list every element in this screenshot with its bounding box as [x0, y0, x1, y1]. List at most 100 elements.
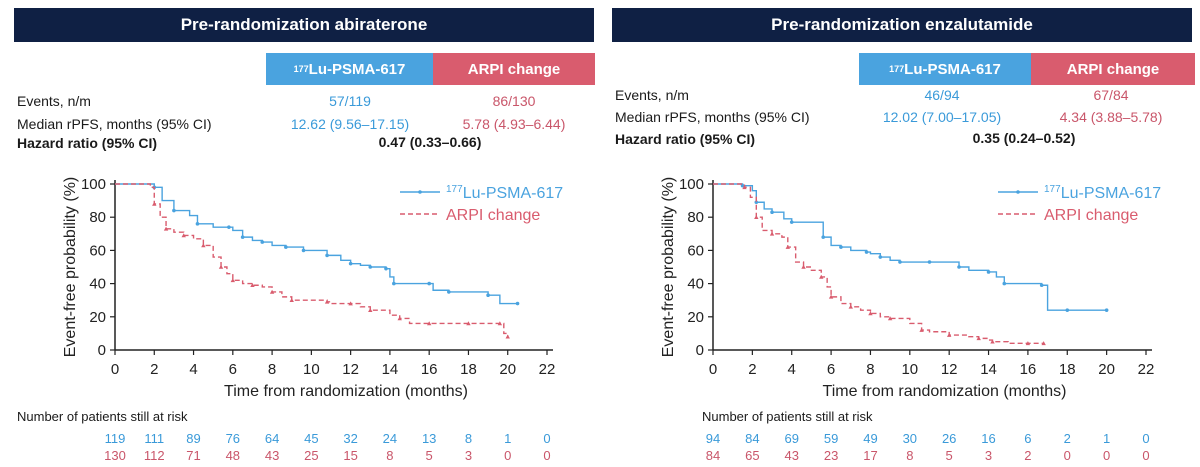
x-tick-label: 18 — [460, 361, 477, 378]
censor-mark-lu — [770, 210, 774, 215]
risk-cell: 94 — [705, 431, 721, 446]
events-label: Events, n/m — [17, 93, 91, 109]
y-tick-label: 60 — [89, 242, 106, 259]
lu-median: 12.62 (9.56–17.15) — [290, 116, 410, 132]
censor-mark-arpi — [368, 307, 373, 312]
risk-cell: 30 — [902, 431, 918, 446]
censor-mark-lu — [325, 253, 329, 258]
lu-name: Lu-PSMA-617 — [308, 60, 406, 78]
risk-cell: 13 — [421, 431, 437, 446]
risk-cell: 16 — [981, 431, 996, 446]
x-tick-label: 18 — [1059, 361, 1076, 378]
x-tick-label: 12 — [342, 361, 359, 378]
censor-mark-arpi — [181, 233, 186, 238]
risk-row-arpi: 130 112 71 48 43 25 15 8 5 3 0 0 — [8, 448, 598, 464]
censor-mark-lu — [864, 250, 869, 254]
risk-cell: 0 — [1142, 448, 1150, 463]
x-tick-label: 22 — [539, 361, 556, 378]
censor-mark-arpi — [754, 215, 759, 219]
risk-cell: 3 — [984, 448, 993, 463]
censor-mark-lu — [284, 245, 288, 249]
censor-mark-lu — [172, 208, 176, 213]
x-tick-label: 14 — [980, 361, 997, 378]
risk-cell: 111 — [144, 431, 165, 446]
arm-label-lu: 177 Lu-PSMA-617 — [266, 53, 433, 85]
risk-cell: 8 — [464, 431, 473, 446]
censor-mark-lu — [515, 301, 520, 306]
censor-mark-lu — [898, 260, 902, 264]
x-tick-label: 20 — [1098, 361, 1115, 378]
risk-cell: 1 — [1103, 431, 1111, 446]
risk-cell: 3 — [464, 448, 473, 463]
panel-title: Pre-randomization enzalutamide — [612, 8, 1192, 42]
risk-cell: 8 — [906, 448, 914, 463]
x-tick-label: 0 — [709, 361, 717, 378]
risk-cell: 0 — [1063, 448, 1071, 463]
risk-cell: 43 — [264, 448, 280, 463]
y-axis-label: Event-free probability (%) — [660, 177, 677, 358]
censor-mark-lu — [486, 293, 490, 298]
censor-mark-arpi — [397, 316, 402, 321]
censor-mark-arpi — [269, 289, 275, 294]
risk-cell: 45 — [304, 431, 319, 446]
y-tick-label: 100 — [679, 176, 704, 193]
censor-mark-lu — [1104, 308, 1109, 312]
risk-row-arpi: 84 65 43 23 17 8 5 3 2 0 0 0 — [606, 448, 1196, 464]
y-tick-label: 0 — [696, 342, 704, 359]
risk-title: Number of patients still at risk — [702, 409, 873, 424]
legend-marker-lu — [1016, 190, 1020, 194]
risk-cell: 32 — [343, 431, 358, 446]
y-tick-label: 80 — [687, 209, 704, 226]
censor-mark-lu — [240, 235, 245, 239]
arpi-median: 5.78 (4.93–6.44) — [462, 116, 566, 132]
censor-mark-arpi — [163, 226, 169, 231]
risk-cell: 0 — [543, 448, 551, 463]
x-tick-label: 2 — [748, 361, 756, 378]
censor-mark-lu — [301, 248, 306, 253]
legend-label-lu: 177Lu-PSMA-617 — [1044, 184, 1161, 202]
risk-cell: 17 — [863, 448, 878, 463]
censor-mark-lu — [754, 200, 759, 205]
x-tick-label: 0 — [111, 361, 119, 378]
lu-median: 12.02 (7.00–17.05) — [882, 109, 1002, 125]
x-axis-label: Time from randomization (months) — [224, 383, 468, 400]
censor-mark-lu — [839, 245, 843, 249]
risk-cell: 64 — [264, 431, 280, 446]
risk-cell: 0 — [1142, 431, 1150, 446]
y-tick-label: 20 — [89, 309, 106, 326]
lu-name: Lu-PSMA-617 — [904, 60, 1001, 78]
censor-mark-arpi — [426, 321, 432, 326]
risk-row-lu: 119 111 89 76 64 45 32 24 13 8 1 0 — [8, 431, 598, 447]
x-tick-label: 4 — [189, 361, 197, 378]
x-tick-label: 6 — [827, 361, 835, 378]
risk-cell: 65 — [745, 448, 760, 463]
legend-label-lu: 177Lu-PSMA-617 — [446, 184, 563, 202]
censor-mark-lu — [957, 265, 961, 269]
series-line-arpi — [115, 183, 509, 337]
y-tick-label: 60 — [687, 242, 704, 259]
censor-mark-arpi — [848, 304, 853, 309]
y-tick-label: 40 — [687, 276, 704, 293]
risk-cell: 8 — [386, 448, 394, 463]
arpi-median: 4.34 (3.88–5.78) — [1059, 109, 1163, 125]
x-tick-label: 16 — [1020, 361, 1037, 378]
risk-cell: 130 — [104, 448, 126, 463]
censor-mark-arpi — [505, 334, 510, 339]
risk-cell: 26 — [941, 431, 957, 446]
x-tick-label: 8 — [866, 361, 874, 378]
x-tick-label: 16 — [421, 361, 438, 378]
x-tick-label: 10 — [303, 361, 320, 378]
risk-cell: 71 — [186, 448, 201, 463]
lu-superscript: 177 — [889, 64, 905, 74]
censor-mark-arpi — [919, 327, 924, 332]
panel-abiraterone: Pre-randomization abiraterone 177 Lu-PSMA… — [8, 0, 598, 467]
panel-enzalutamide: Pre-randomization enzalutamide 177 Lu-PSM… — [606, 0, 1196, 467]
arpi-events: 67/84 — [1093, 87, 1129, 103]
risk-cell: 112 — [143, 448, 165, 463]
risk-cell: 84 — [745, 431, 760, 446]
risk-row-lu: 94 84 69 59 49 30 26 16 6 2 1 0 — [606, 431, 1196, 447]
arm-label-lu: 177 Lu-PSMA-617 — [859, 53, 1031, 85]
series-line-lu — [713, 183, 1107, 311]
y-tick-label: 80 — [89, 209, 106, 226]
legend-label-arpi: ARPI change — [446, 207, 540, 224]
